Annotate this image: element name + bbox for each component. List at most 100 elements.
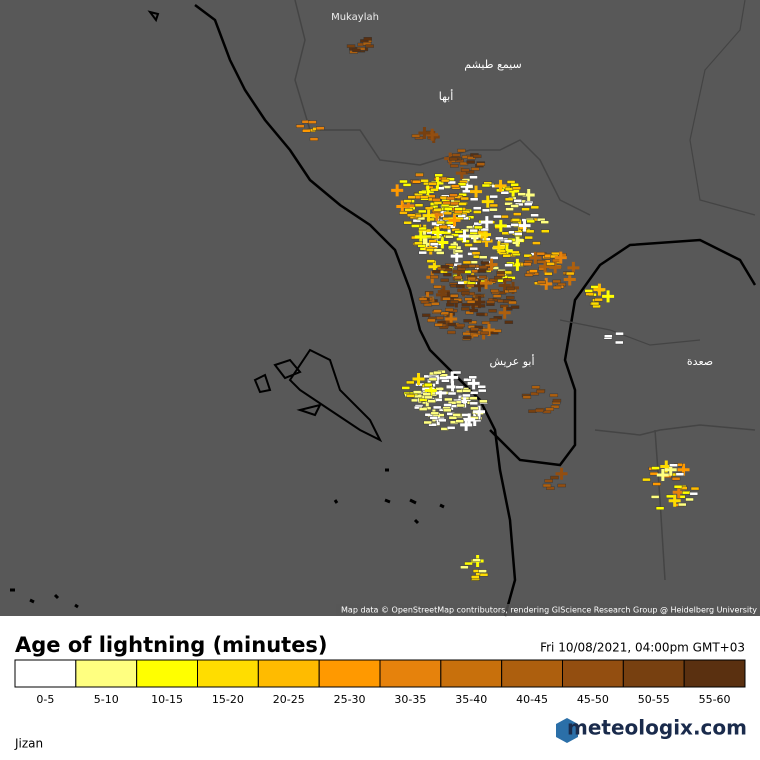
strike-dash (489, 278, 498, 282)
map-borders (10, 0, 757, 617)
legend-label: 10-15 (151, 693, 183, 706)
strike-dash (419, 398, 428, 402)
strike-dash (542, 483, 552, 488)
strike-dash (422, 392, 432, 396)
strike-dash (363, 37, 372, 41)
strike-dash (429, 416, 439, 420)
strike-dash (440, 311, 449, 316)
strike-dash (537, 280, 546, 284)
strike-dash (443, 408, 452, 413)
timestamp: Fri 10/08/2021, 04:00pm GMT+03 (540, 641, 745, 655)
strike-dash (420, 300, 430, 304)
strike-dash (489, 256, 499, 260)
strike-dash (476, 162, 486, 166)
strike-dash (430, 411, 440, 416)
legend-label: 20-25 (273, 693, 305, 706)
strike-dash (540, 220, 549, 224)
strike-dash (411, 134, 421, 138)
strike-dash (461, 291, 470, 295)
strike-dash (590, 285, 599, 289)
strike-plus (446, 371, 459, 384)
strike-dash (418, 297, 428, 301)
strike-dash (470, 406, 479, 411)
legend-swatch (379, 659, 442, 688)
strike-dash (480, 261, 490, 265)
strike-dash (446, 303, 455, 307)
strike-dash (510, 305, 520, 309)
strike-dash (460, 196, 469, 201)
strike-dash (505, 207, 514, 211)
strike-dash (433, 309, 442, 313)
strike-dash (478, 569, 487, 573)
strike-plus (426, 128, 439, 141)
strike-dash (552, 279, 561, 284)
strike-dash (457, 182, 467, 186)
strike-dash (480, 331, 489, 335)
strike-dash (517, 192, 526, 196)
strike-dash (456, 403, 465, 408)
strike-plus (483, 323, 496, 336)
strike-dash (447, 401, 457, 405)
strike-dash (503, 239, 513, 243)
strike-dash (426, 217, 435, 222)
strike-dash (452, 370, 462, 375)
strike-dash (346, 44, 356, 48)
legend-label: 5-10 (94, 693, 119, 706)
strike-dash (433, 201, 443, 205)
strike-dash (438, 418, 447, 423)
strike-dash (488, 309, 497, 313)
strike-dash (452, 413, 461, 417)
strike-dash (469, 246, 479, 251)
legend-label: 35-40 (455, 693, 487, 706)
strike-dash (524, 235, 533, 240)
strike-dash (522, 395, 532, 399)
strike-dash (651, 466, 660, 470)
strike-dash (428, 181, 437, 186)
strike-plus (473, 279, 486, 292)
strike-dash (468, 375, 477, 380)
strike-dash (671, 477, 681, 481)
strike-dash (420, 179, 429, 183)
strike-dash (462, 331, 471, 336)
logo-icon (556, 718, 578, 743)
strike-plus (668, 494, 681, 507)
strike-dash (689, 491, 699, 496)
strike-dash (473, 210, 482, 214)
strike-dash (467, 276, 476, 281)
strike-dash (584, 289, 594, 293)
strike-plus (494, 179, 507, 192)
strike-dash (450, 201, 459, 206)
strike-plus (602, 290, 615, 303)
strike-dash (481, 321, 491, 325)
strike-dash (466, 160, 475, 164)
strike-dash (513, 212, 522, 216)
strike-dash (472, 206, 482, 210)
strike-dash (506, 295, 515, 300)
strike-dash (552, 398, 562, 403)
strike-dash (412, 180, 421, 184)
strike-dash (454, 249, 464, 253)
strike-plus (593, 283, 606, 296)
strike-dash (530, 391, 539, 396)
strike-dash (315, 126, 325, 130)
legend-title: Age of lightning (minutes) (15, 633, 328, 657)
strike-dash (448, 245, 457, 249)
legend-swatch (622, 659, 685, 688)
strike-dash (433, 285, 442, 289)
strike-plus (529, 251, 542, 264)
strike-dash (412, 390, 422, 394)
strike-dash (462, 389, 471, 393)
strike-dash (545, 407, 554, 411)
strike-dash (406, 380, 415, 385)
strike-dash (453, 210, 463, 214)
strike-dash (425, 248, 435, 252)
strike-dash (504, 202, 513, 206)
strike-dash (655, 506, 665, 510)
strike-dash (407, 195, 416, 199)
strike-dash (308, 120, 317, 124)
strike-dash (406, 213, 416, 217)
strike-dash (669, 463, 678, 467)
strike-dash (550, 404, 560, 409)
strike-dash (415, 173, 424, 177)
